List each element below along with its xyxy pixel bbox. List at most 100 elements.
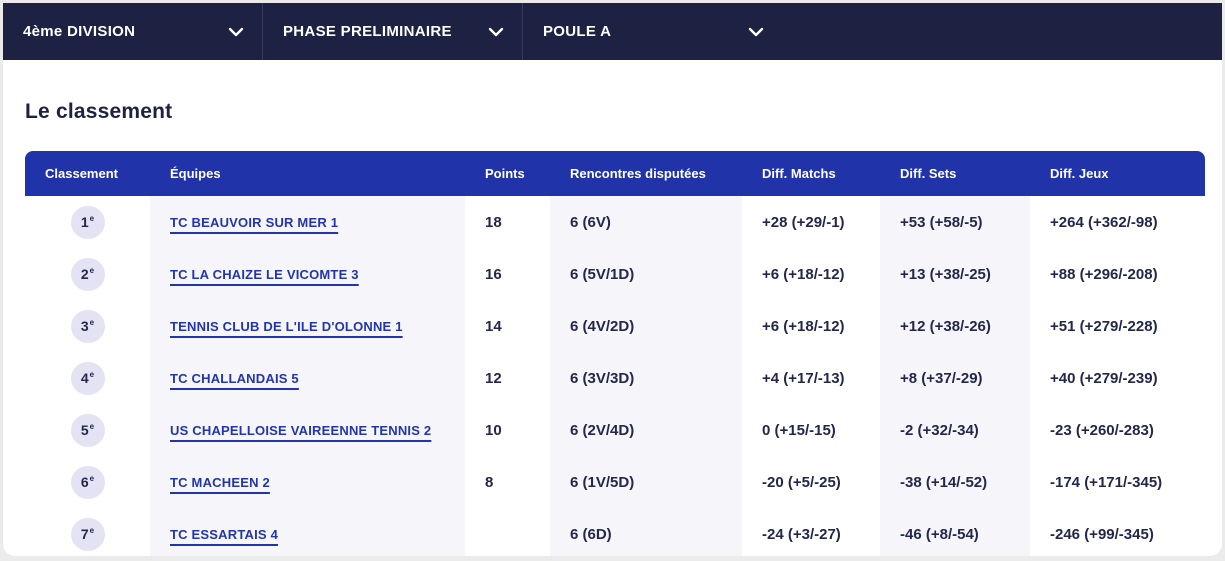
column-header-diff-jeux: Diff. Jeux: [1030, 151, 1205, 196]
rencontres-cell: 6 (2V/4D): [550, 404, 742, 456]
rank-ordinal-suffix: e: [89, 266, 95, 275]
team-link[interactable]: TENNIS CLUB DE L'ILE D'OLONNE 1: [170, 318, 403, 334]
team-link[interactable]: TC CHALLANDAIS 5: [170, 370, 299, 386]
rencontres-cell: 6 (1V/5D): [550, 456, 742, 508]
diff-jeux-cell: -174 (+171/-345): [1050, 473, 1163, 491]
rencontres-cell: 6 (4V/2D): [550, 300, 742, 352]
standings-section: Le classement Classement Équipes Points …: [3, 60, 1222, 556]
rencontres-cell: 6 (5V/1D): [550, 248, 742, 300]
team-cell: TC LA CHAIZE LE VICOMTE 3: [150, 248, 465, 300]
points-cell: 16: [485, 265, 502, 283]
diff-matchs-cell: +28 (+29/-1): [762, 213, 845, 231]
team-cell: TC CHALLANDAIS 5: [150, 352, 465, 404]
rank-number: 2: [80, 266, 89, 282]
chevron-down-icon: [488, 27, 504, 37]
diff-matchs-cell: +6 (+18/-12): [762, 317, 845, 335]
rank-ordinal-suffix: e: [89, 422, 95, 431]
rank-ordinal-suffix: e: [89, 370, 95, 379]
diff-matchs-cell: 0 (+15/-15): [762, 421, 836, 439]
diff-matchs-cell: -20 (+5/-25): [762, 473, 841, 491]
rank-number: 4: [80, 370, 89, 386]
team-link[interactable]: TC LA CHAIZE LE VICOMTE 3: [170, 266, 359, 282]
rank-number: 5: [80, 422, 89, 438]
diff-sets-cell: +53 (+58/-5): [880, 196, 1030, 248]
team-cell: TC MACHEEN 2: [150, 456, 465, 508]
phase-dropdown-label: PHASE PRELIMINAIRE: [283, 23, 452, 40]
team-link[interactable]: TC MACHEEN 2: [170, 474, 270, 490]
rank-ordinal-suffix: e: [89, 474, 95, 483]
page-title: Le classement: [25, 100, 173, 123]
diff-jeux-cell: +264 (+362/-98): [1050, 213, 1158, 231]
rank-ordinal-suffix: e: [89, 214, 95, 223]
rank-number: 3: [80, 318, 89, 334]
poule-dropdown[interactable]: POULE A: [522, 3, 782, 60]
column-header-equipes: Équipes: [150, 151, 465, 196]
division-dropdown[interactable]: 4ème DIVISION: [3, 3, 262, 60]
column-header-rencontres: Rencontres disputées: [550, 151, 742, 196]
diff-matchs-cell: -24 (+3/-27): [762, 525, 841, 543]
standings-table: Classement Équipes Points Rencontres dis…: [25, 151, 1205, 556]
rank-number: 6: [80, 474, 89, 490]
points-cell: 10: [485, 421, 502, 439]
team-cell: TC BEAUVOIR SUR MER 1: [150, 196, 465, 248]
column-header-diff-matchs: Diff. Matchs: [742, 151, 880, 196]
column-header-diff-sets: Diff. Sets: [880, 151, 1030, 196]
diff-jeux-cell: +51 (+279/-228): [1050, 317, 1158, 335]
rank-ordinal-suffix: e: [89, 318, 95, 327]
diff-sets-cell: -2 (+32/-34): [880, 404, 1030, 456]
team-cell: TC ESSARTAIS 4: [150, 508, 465, 556]
diff-jeux-cell: +88 (+296/-208): [1050, 265, 1158, 283]
rank-number: 1: [80, 214, 89, 230]
diff-matchs-cell: +6 (+18/-12): [762, 265, 845, 283]
diff-jeux-cell: -23 (+260/-283): [1050, 421, 1154, 439]
points-cell: 14: [485, 317, 502, 335]
team-link[interactable]: TC BEAUVOIR SUR MER 1: [170, 214, 339, 230]
rencontres-cell: 6 (3V/3D): [550, 352, 742, 404]
division-dropdown-label: 4ème DIVISION: [23, 23, 136, 40]
phase-dropdown[interactable]: PHASE PRELIMINAIRE: [262, 3, 522, 60]
points-cell: 8: [485, 473, 494, 491]
diff-sets-cell: +13 (+38/-25): [880, 248, 1030, 300]
points-cell: [465, 508, 550, 556]
rencontres-cell: 6 (6D): [550, 508, 742, 556]
team-cell: TENNIS CLUB DE L'ILE D'OLONNE 1: [150, 300, 465, 352]
column-header-classement: Classement: [25, 151, 150, 196]
table-header-row: Classement Équipes Points Rencontres dis…: [25, 151, 1205, 196]
team-link[interactable]: TC ESSARTAIS 4: [170, 526, 279, 542]
diff-matchs-cell: +4 (+17/-13): [762, 369, 845, 387]
chevron-down-icon: [748, 27, 764, 37]
diff-sets-cell: +8 (+37/-29): [880, 352, 1030, 404]
column-header-points: Points: [465, 151, 550, 196]
diff-sets-cell: -46 (+8/-54): [880, 508, 1030, 556]
diff-jeux-cell: +40 (+279/-239): [1050, 369, 1158, 387]
team-link[interactable]: US CHAPELLOISE VAIREENNE TENNIS 2: [170, 422, 432, 438]
poule-dropdown-label: POULE A: [543, 23, 612, 40]
team-cell: US CHAPELLOISE VAIREENNE TENNIS 2: [150, 404, 465, 456]
rank-ordinal-suffix: e: [89, 526, 95, 535]
diff-sets-cell: +12 (+38/-26): [880, 300, 1030, 352]
rank-number: 7: [80, 526, 89, 542]
chevron-down-icon: [228, 27, 244, 37]
diff-sets-cell: -38 (+14/-52): [880, 456, 1030, 508]
